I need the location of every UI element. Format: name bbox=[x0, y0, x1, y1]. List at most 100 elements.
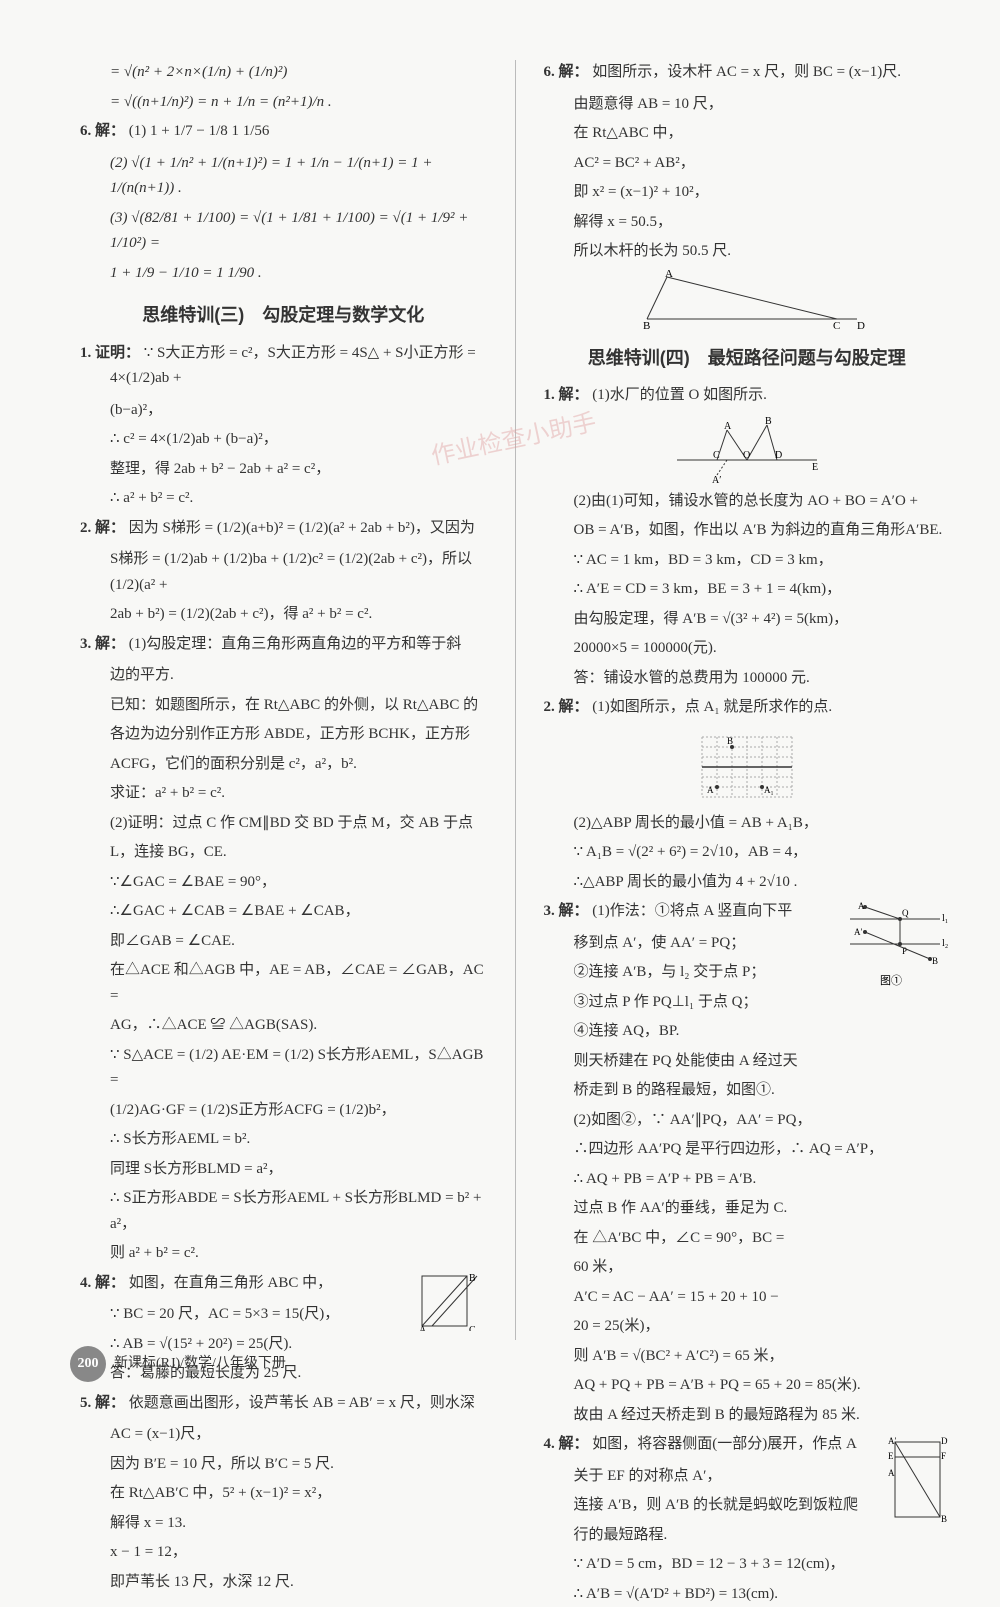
r-q6-f: 解得 x = 50.5， bbox=[544, 210, 951, 236]
r-q2-c: ∵ A₁B = √(2² + 6²) = 2√10，AB = 4， bbox=[544, 840, 951, 866]
q3-c: 各边为边分别作正方形 ABDE，正方形 BCHK，正方形 bbox=[80, 722, 487, 748]
r-q4-label: 4. 解： bbox=[544, 1436, 589, 1452]
q3-p: 同理 S长方形BLMD = a²， bbox=[80, 1157, 487, 1183]
q3-r: 则 a² + b² = c². bbox=[80, 1241, 487, 1267]
r-q2-b: (2)△ABP 周长的最小值 = AB + A₁B， bbox=[544, 811, 951, 837]
svg-text:B: B bbox=[765, 416, 772, 427]
svg-text:A: A bbox=[888, 1468, 895, 1478]
page-footer-text: 新课标(RJ)/数学/八年级下册 bbox=[114, 1352, 286, 1376]
svg-text:B: B bbox=[727, 736, 733, 746]
q3-o: ∴ S长方形AEML = b². bbox=[80, 1127, 487, 1153]
svg-text:D: D bbox=[941, 1436, 948, 1446]
r-q1-label: 1. 解： bbox=[544, 387, 589, 403]
svg-text:Q: Q bbox=[902, 908, 909, 918]
q3-k: 在△ACE 和△AGB 中，AE = AB，∠CAE = ∠GAB，AC = bbox=[80, 958, 487, 1009]
q3-i: ∴∠GAC + ∠CAB = ∠BAE + ∠CAB， bbox=[80, 899, 487, 925]
svg-text:A: A bbox=[665, 269, 673, 280]
column-divider bbox=[515, 60, 516, 1340]
q3-e: 求证：a² + b² = c². bbox=[80, 781, 487, 807]
q2-c: 2ab + b²) = (1/2)(2ab + c²)，得 a² + b² = … bbox=[80, 602, 487, 628]
page-footer: 200 新课标(RJ)/数学/八年级下册 bbox=[70, 1346, 286, 1382]
q1-a: ∵ S大正方形 = c²，S大正方形 = 4S△ + S小正方形 = 4×(1/… bbox=[110, 345, 476, 387]
r-q3-e: ④连接 AQ，BP. bbox=[544, 1019, 951, 1045]
q3-b: 已知：如题图所示，在 Rt△ABC 的外侧，以 Rt△ABC 的 bbox=[80, 693, 487, 719]
q4-figure: A C B bbox=[417, 1271, 487, 1331]
r-q6-b: 由题意得 AB = 10 尺， bbox=[544, 92, 951, 118]
right-q1: 1. 解： (1)水厂的位置 O 如图所示. bbox=[544, 383, 951, 409]
r-q3-n: A′C = AC − AA′ = 15 + 20 + 10 − bbox=[544, 1285, 951, 1311]
svg-text:E: E bbox=[888, 1451, 894, 1461]
svg-text:A: A bbox=[724, 421, 732, 432]
r-q6-e: 即 x² = (x−1)² + 10²， bbox=[544, 180, 951, 206]
r-q1-d: ∵ AC = 1 km，BD = 3 km，CD = 3 km， bbox=[544, 548, 951, 574]
svg-text:A′: A′ bbox=[854, 927, 862, 937]
r-q3-h: (2)如图②，∵ AA′∥PQ，AA′ = PQ， bbox=[544, 1108, 951, 1134]
svg-text:B: B bbox=[643, 320, 650, 329]
q5-d: 在 Rt△AB′C 中，5² + (x−1)² = x²， bbox=[80, 1481, 487, 1507]
q3-a: (1)勾股定理：直角三角形两直角边的平方和等于斜 bbox=[129, 636, 462, 652]
r-q6-label: 6. 解： bbox=[544, 64, 589, 80]
r-q1-c: OB = A′B，如图，作出以 A′B 为斜边的直角三角形A′BE. bbox=[544, 518, 951, 544]
r-q4-a: 如图，将容器侧面(一部分)展开，作点 A bbox=[592, 1436, 857, 1452]
r-q2-a: (1)如图所示，点 A₁ 就是所求作的点. bbox=[592, 699, 832, 715]
r-q3-a: (1)作法：①将点 A 竖直向下平 bbox=[592, 903, 792, 919]
svg-text:C: C bbox=[713, 450, 720, 461]
r-q2-label: 2. 解： bbox=[544, 699, 589, 715]
q3-g: L，连接 BG，CE. bbox=[80, 840, 487, 866]
r-q1-b: (2)由(1)可知，铺设水管的总长度为 AO + BO = A′O + bbox=[544, 489, 951, 515]
svg-text:D: D bbox=[857, 320, 865, 329]
svg-text:A′: A′ bbox=[888, 1436, 896, 1446]
r-q3-j: ∴ AQ + PB = A′P + PB = A′B. bbox=[544, 1167, 951, 1193]
p6-a: (1) 1 + 1/7 − 1/8 1 1/56 bbox=[129, 123, 270, 139]
svg-text:A: A bbox=[858, 901, 865, 911]
intro-eq1: = √(n² + 2×n×(1/n) + (1/n)²) bbox=[80, 60, 487, 86]
q3-label: 3. 解： bbox=[80, 636, 125, 652]
p6-b: (2) √(1 + 1/n² + 1/(n+1)²) = 1 + 1/n − 1… bbox=[80, 151, 487, 202]
q5-label: 5. 解： bbox=[80, 1395, 125, 1411]
left-q5: 5. 解： 依题意画出图形，设芦苇长 AB = AB′ = x 尺，则水深 bbox=[80, 1391, 487, 1417]
svg-text:l₂: l₂ bbox=[942, 938, 948, 949]
q4-label: 4. 解： bbox=[80, 1275, 125, 1291]
left-q4: 4. 解： 如图，在直角三角形 ABC 中， A C B bbox=[80, 1271, 487, 1297]
q2-a: 因为 S梯形 = (1/2)(a+b)² = (1/2)(a² + 2ab + … bbox=[129, 520, 475, 536]
r-q4-f: ∴ A′B = √(A′D² + BD²) = 13(cm). bbox=[544, 1582, 951, 1607]
svg-text:图①: 图① bbox=[880, 974, 902, 987]
right-q3: 3. 解： (1)作法：①将点 A 竖直向下平 A A′ Q P B l₁ l₂… bbox=[544, 899, 951, 925]
q5-g: 即芦苇长 13 尺，水深 12 尺. bbox=[80, 1570, 487, 1596]
q5-c: 因为 B′E = 10 尺，所以 B′C = 5 尺. bbox=[80, 1452, 487, 1478]
r-q3-i: ∴四边形 AA′PQ 是平行四边形，∴ AQ = A′P， bbox=[544, 1137, 951, 1163]
svg-text:A′: A′ bbox=[712, 475, 721, 485]
r-q1-g: 20000×5 = 100000(元). bbox=[544, 636, 951, 662]
r-q3-p: 则 A′B = √(BC² + A′C²) = 65 米， bbox=[544, 1344, 951, 1370]
r-q3-q: AQ + PQ + PB = A′B + PQ = 65 + 20 = 85(米… bbox=[544, 1373, 951, 1399]
q5-a: 依题意画出图形，设芦苇长 AB = AB′ = x 尺，则水深 bbox=[129, 1395, 475, 1411]
q2-grid: B A A₁ bbox=[692, 727, 802, 807]
q5-b: AC = (x−1)尺， bbox=[80, 1422, 487, 1448]
r-q3-g: 桥走到 B 的路程最短，如图①. bbox=[544, 1078, 951, 1104]
q3-a2: 边的平方. bbox=[80, 663, 487, 689]
svg-text:l₁: l₁ bbox=[942, 913, 948, 924]
right-column: 6. 解： 如图所示，设木杆 AC = x 尺，则 BC = (x−1)尺. 由… bbox=[544, 60, 951, 1340]
r-q2-d: ∴△ABP 周长的最小值为 4 + 2√10 . bbox=[544, 870, 951, 896]
svg-text:O: O bbox=[743, 450, 750, 461]
r-q1-f: 由勾股定理，得 A′B = √(3² + 4²) = 5(km)， bbox=[544, 607, 951, 633]
intro-eq2: = √((n+1/n)²) = n + 1/n = (n²+1)/n . bbox=[80, 90, 487, 116]
q1-c: ∴ c² = 4×(1/2)ab + (b−a)²， bbox=[80, 427, 487, 453]
section-title-4: 思维特训(四) 最短路径问题与勾股定理 bbox=[544, 343, 951, 374]
q2-b: S梯形 = (1/2)ab + (1/2)ba + (1/2)c² = (1/2… bbox=[80, 547, 487, 598]
q1-label: 1. 证明： bbox=[80, 345, 140, 361]
q3-h: ∵∠GAC = ∠BAE = 90°， bbox=[80, 870, 487, 896]
r-q3-k: 过点 B 作 AA′的垂线，垂足为 C. bbox=[544, 1196, 951, 1222]
q3-m: ∵ S△ACE = (1/2) AE·EM = (1/2) S长方形AEML，S… bbox=[80, 1043, 487, 1094]
q1-b: (b−a)²， bbox=[80, 398, 487, 424]
q1-figure: A B C O D A′ E bbox=[657, 415, 837, 485]
q3-n: (1/2)AG·GF = (1/2)S正方形ACFG = (1/2)b²， bbox=[80, 1098, 487, 1124]
r-q3-f: 则天桥建在 PQ 处能使由 A 经过天 bbox=[544, 1049, 951, 1075]
r-q3-r: 故由 A 经过天桥走到 B 的最短路程为 85 米. bbox=[544, 1403, 951, 1429]
q3-q: ∴ S正方形ABDE = S长方形AEML + S长方形BLMD = b² + … bbox=[80, 1186, 487, 1237]
r-q3-d: ③过点 P 作 PQ⊥l₁ 于点 Q； bbox=[544, 990, 951, 1016]
q5-f: x − 1 = 12， bbox=[80, 1540, 487, 1566]
q3-f: (2)证明：过点 C 作 CM∥BD 交 BD 于点 M，交 AB 于点 bbox=[80, 811, 487, 837]
r-q6-c: 在 Rt△ABC 中， bbox=[544, 121, 951, 147]
r-q3-m: 60 米， bbox=[544, 1255, 951, 1281]
